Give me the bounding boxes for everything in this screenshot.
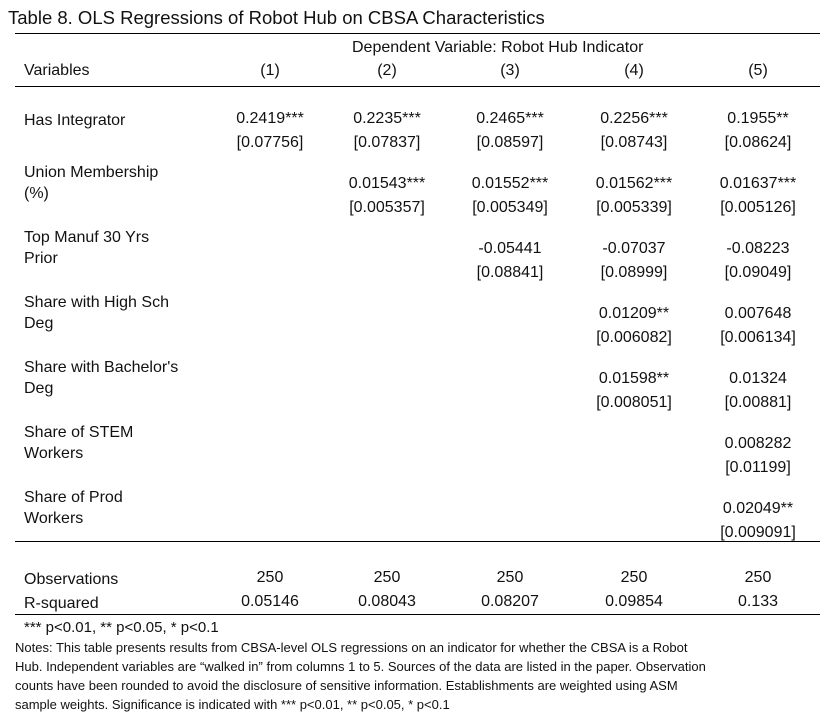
row-label: Share with Bachelor's <box>24 359 179 376</box>
standard-error-cell: [0.08841] <box>476 264 544 281</box>
row-label: Union Membership <box>24 164 159 181</box>
standard-error-cell: [0.08597] <box>476 134 544 151</box>
standard-error-cell: [0.08743] <box>600 134 668 151</box>
dependent-variable-label: Dependent Variable: Robot Hub Indicator <box>352 39 644 56</box>
notes-line: Notes: This table presents results from … <box>15 640 688 655</box>
standard-error-cell: [0.006134] <box>720 329 796 346</box>
coefficient-cell: 0.01637*** <box>719 175 797 192</box>
standard-error-cell: [0.09049] <box>724 264 792 281</box>
coefficient-cell: 0.2419*** <box>236 110 304 127</box>
stat-value-cell: 250 <box>256 569 284 586</box>
top-rule <box>15 33 820 34</box>
stat-value-cell: 0.05146 <box>241 593 299 610</box>
stat-value-cell: 0.08207 <box>481 593 539 610</box>
standard-error-cell: [0.08624] <box>724 134 792 151</box>
coefficient-cell: 0.2256*** <box>600 110 668 127</box>
stat-value-cell: 250 <box>373 569 401 586</box>
row-label: Deg <box>24 315 54 332</box>
stat-value-cell: 0.08043 <box>358 593 416 610</box>
row-label: Share of STEM <box>24 424 134 441</box>
coefficient-cell: 0.007648 <box>724 305 792 322</box>
header-rule <box>15 86 820 87</box>
column-header: (5) <box>748 62 768 79</box>
significance-legend: *** p<0.01, ** p<0.05, * p<0.1 <box>24 619 219 636</box>
stat-value-cell: 250 <box>620 569 648 586</box>
column-header: (4) <box>624 62 644 79</box>
body-rule <box>15 541 820 542</box>
notes-line: Hub. Independent variables are “walked i… <box>15 659 706 674</box>
standard-error-cell: [0.07837] <box>353 134 421 151</box>
standard-error-cell: [0.006082] <box>596 329 672 346</box>
row-label: Share of Prod <box>24 489 123 506</box>
stat-label: Observations <box>24 571 119 588</box>
coefficient-cell: 0.01543*** <box>348 175 426 192</box>
row-label: (%) <box>24 185 49 202</box>
row-label: Workers <box>24 445 84 462</box>
standard-error-cell: [0.005349] <box>472 199 548 216</box>
stat-value-cell: 250 <box>496 569 524 586</box>
column-header: (2) <box>377 62 397 79</box>
table-title: Table 8. OLS Regressions of Robot Hub on… <box>8 7 545 28</box>
variables-header: Variables <box>24 62 90 79</box>
row-label: Share with High Sch <box>24 294 169 311</box>
coefficient-cell: 0.01562*** <box>595 175 673 192</box>
standard-error-cell: [0.08999] <box>600 264 668 281</box>
coefficient-cell: -0.05441 <box>478 240 542 257</box>
bottom-rule <box>15 614 820 615</box>
stat-value-cell: 0.133 <box>737 593 779 610</box>
column-header: (3) <box>500 62 520 79</box>
standard-error-cell: [0.008051] <box>596 394 672 411</box>
coefficient-cell: 0.01598** <box>598 370 670 387</box>
standard-error-cell: [0.00881] <box>724 394 792 411</box>
stat-label: R-squared <box>24 595 99 612</box>
row-label: Top Manuf 30 Yrs <box>24 229 150 246</box>
notes-line: counts have been rounded to avoid the di… <box>15 678 678 693</box>
notes-line: sample weights. Significance is indicate… <box>15 697 450 712</box>
coefficient-cell: 0.2235*** <box>353 110 421 127</box>
standard-error-cell: [0.005126] <box>720 199 796 216</box>
row-label: Workers <box>24 510 84 527</box>
row-label: Prior <box>24 250 58 267</box>
standard-error-cell: [0.009091] <box>720 524 796 541</box>
coefficient-cell: -0.08223 <box>726 240 790 257</box>
row-label: Deg <box>24 380 54 397</box>
coefficient-cell: 0.02049** <box>722 500 794 517</box>
column-header: (1) <box>260 62 280 79</box>
coefficient-cell: 0.01324 <box>729 370 787 387</box>
stat-value-cell: 0.09854 <box>605 593 663 610</box>
coefficient-cell: 0.01209** <box>598 305 670 322</box>
standard-error-cell: [0.005339] <box>596 199 672 216</box>
coefficient-cell: 0.008282 <box>724 435 792 452</box>
coefficient-cell: -0.07037 <box>602 240 666 257</box>
standard-error-cell: [0.07756] <box>236 134 304 151</box>
coefficient-cell: 0.01552*** <box>471 175 549 192</box>
standard-error-cell: [0.005357] <box>349 199 425 216</box>
coefficient-cell: 0.2465*** <box>476 110 544 127</box>
coefficient-cell: 0.1955** <box>727 110 789 127</box>
standard-error-cell: [0.01199] <box>725 459 791 476</box>
row-label: Has Integrator <box>24 112 126 129</box>
stat-value-cell: 250 <box>744 569 772 586</box>
